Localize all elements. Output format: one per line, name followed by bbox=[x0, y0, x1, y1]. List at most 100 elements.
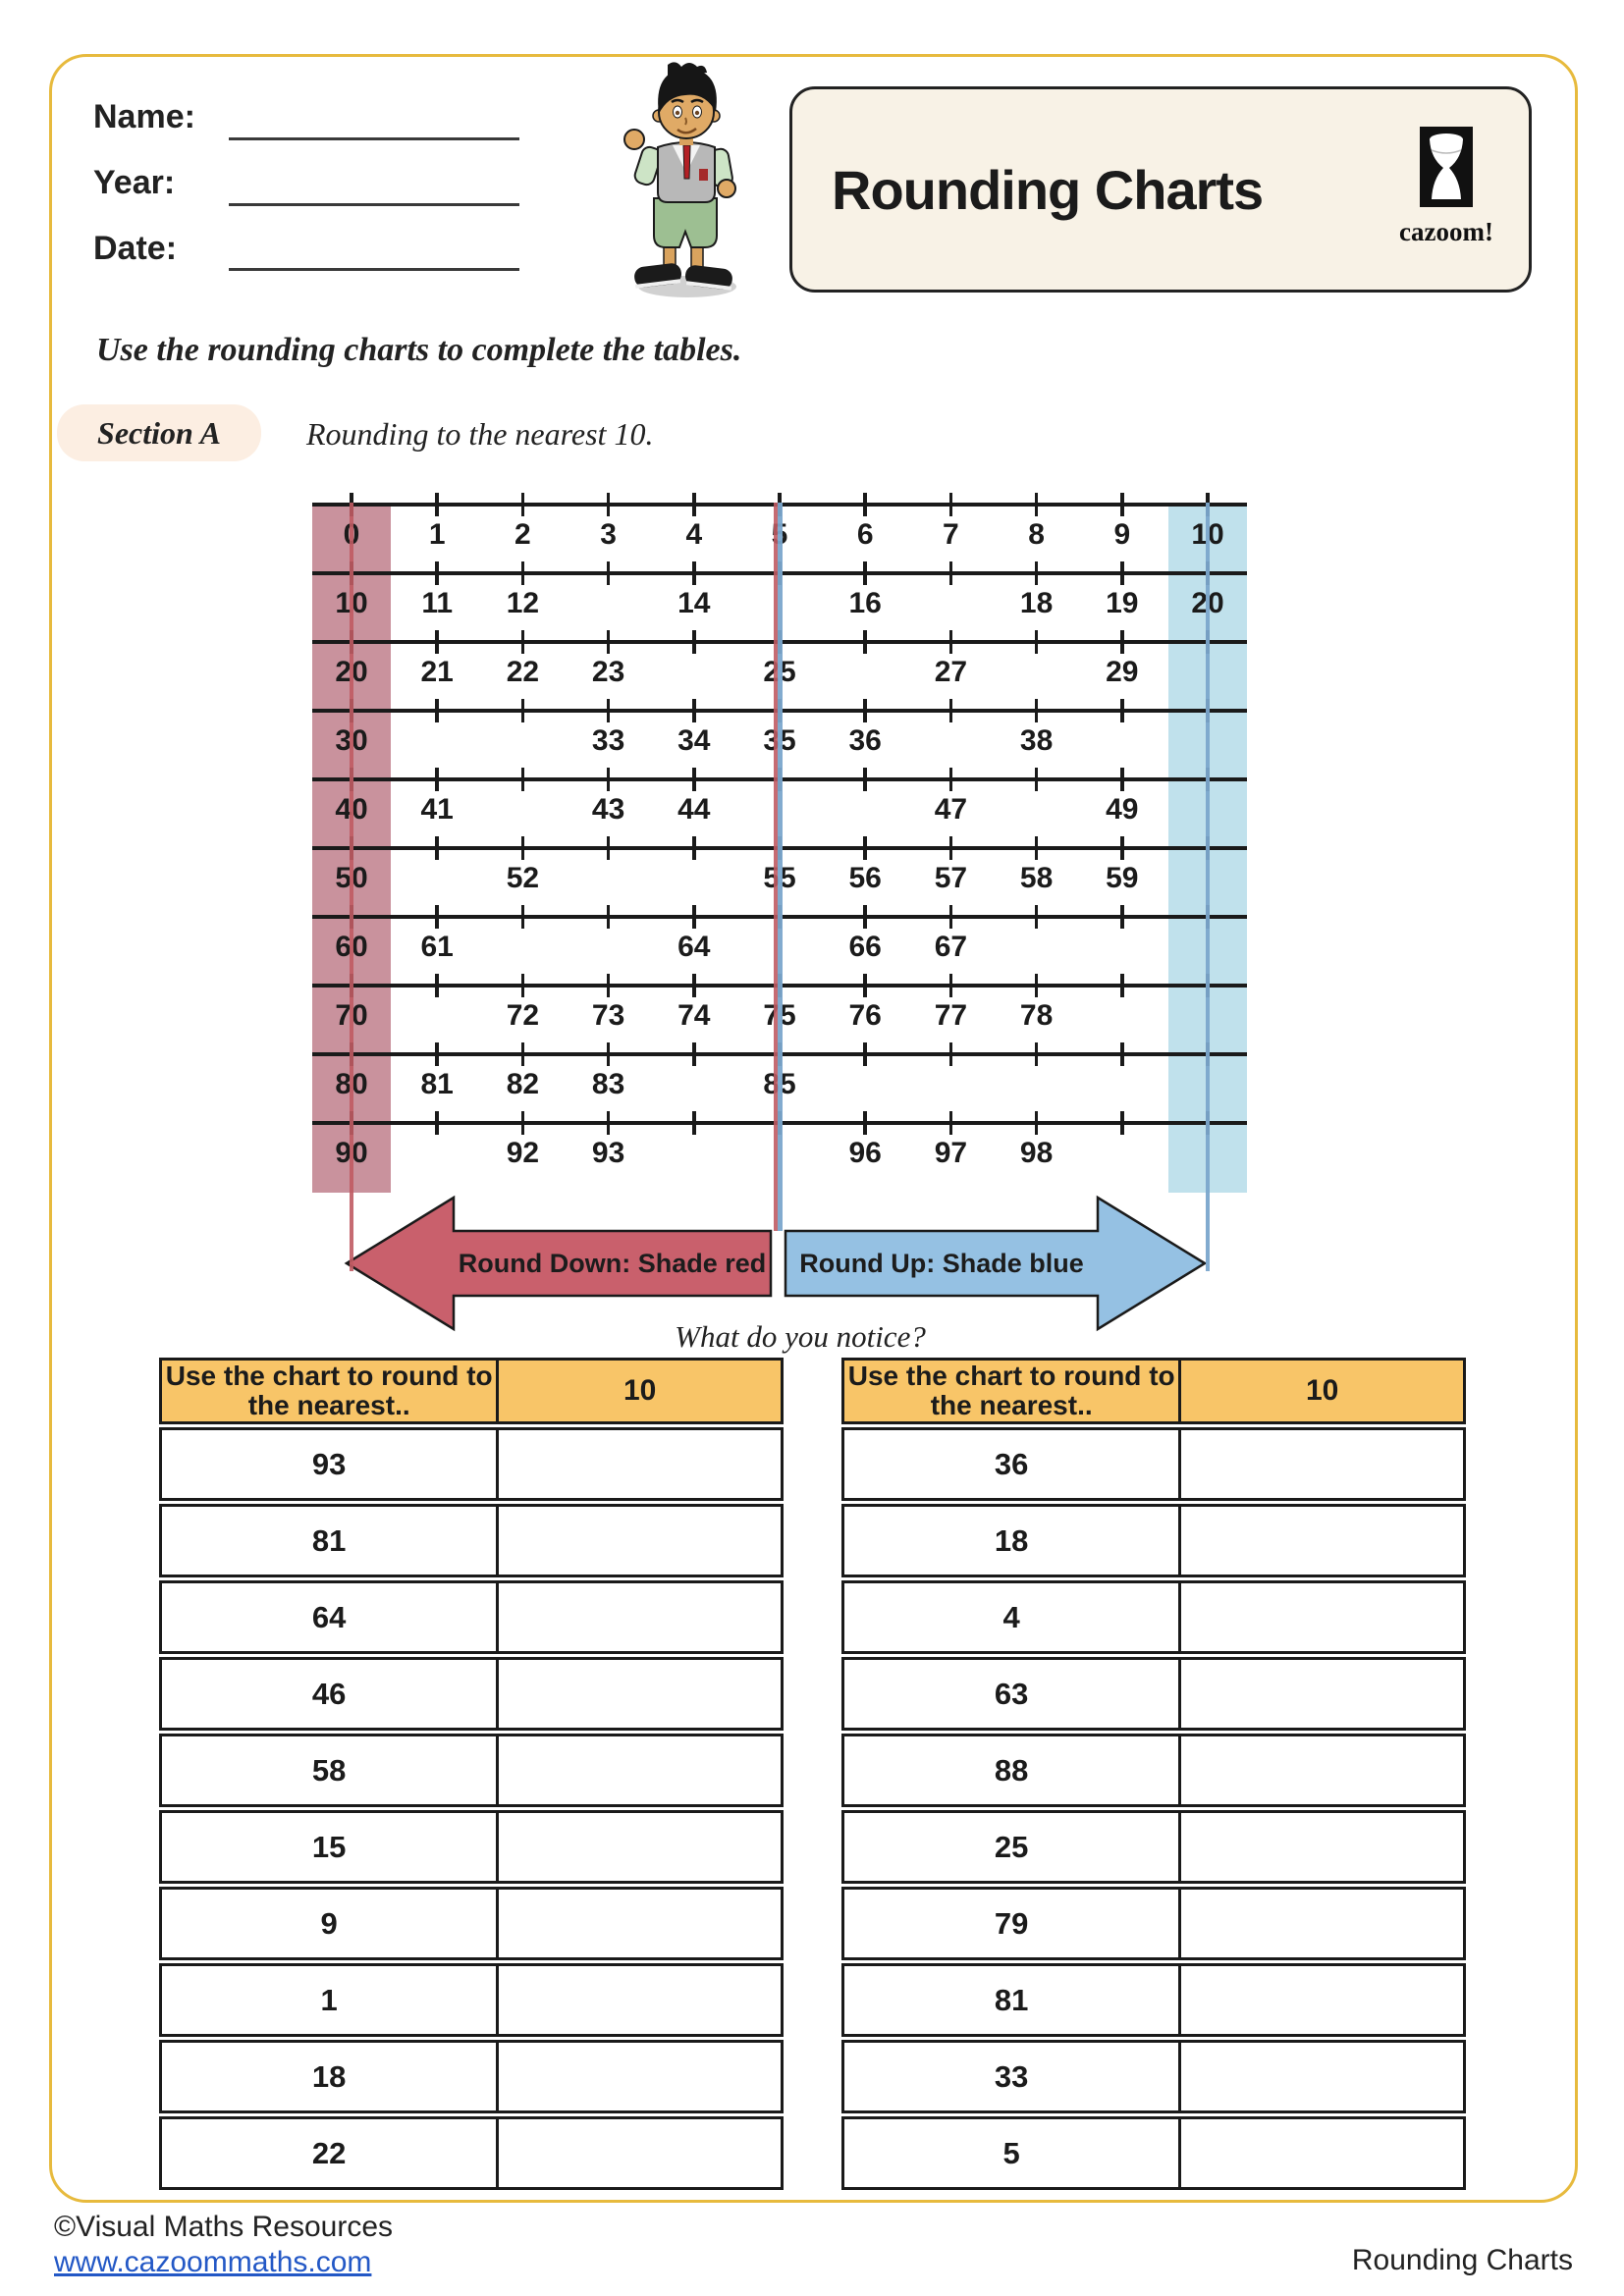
tick-mark bbox=[692, 905, 696, 929]
rounding-table: Use the chart to round to the nearest.. … bbox=[159, 1358, 784, 2193]
chart-number: 92 bbox=[506, 1137, 540, 1169]
chart-number: 1 bbox=[428, 518, 446, 551]
answer-cell[interactable] bbox=[1181, 1583, 1463, 1651]
answer-cell[interactable] bbox=[1181, 1890, 1463, 1957]
tick-mark bbox=[520, 561, 525, 585]
table-row: 46 bbox=[159, 1657, 784, 1731]
tick-mark bbox=[520, 1042, 525, 1066]
table-row: 81 bbox=[841, 1963, 1466, 2037]
tick-mark bbox=[948, 836, 953, 860]
answer-cell[interactable] bbox=[1181, 1966, 1463, 2034]
table-number: 22 bbox=[311, 2135, 347, 2170]
answer-cell[interactable] bbox=[1181, 1430, 1463, 1498]
year-input-line[interactable] bbox=[229, 203, 519, 206]
answer-cell[interactable] bbox=[499, 1813, 781, 1881]
answer-cell[interactable] bbox=[499, 1583, 781, 1651]
tick-mark bbox=[1034, 768, 1039, 791]
date-input-line[interactable] bbox=[229, 268, 519, 271]
table-number: 63 bbox=[994, 1676, 1029, 1711]
table-row: 22 bbox=[159, 2116, 784, 2190]
name-label: Name: bbox=[93, 98, 195, 135]
answer-cell[interactable] bbox=[499, 1430, 781, 1498]
answer-cell[interactable] bbox=[1181, 1507, 1463, 1575]
chart-number: 18 bbox=[1019, 587, 1054, 619]
chart-number: 38 bbox=[1019, 724, 1054, 757]
table-number: 33 bbox=[994, 2058, 1029, 2094]
answer-cell[interactable] bbox=[499, 2043, 781, 2110]
chart-number: 93 bbox=[591, 1137, 625, 1169]
answer-cell[interactable] bbox=[499, 1966, 781, 2034]
footer-doc-title: Rounding Charts bbox=[1351, 2244, 1573, 2276]
name-input-line[interactable] bbox=[229, 137, 519, 140]
chart-number: 57 bbox=[934, 862, 968, 894]
chart-number: 29 bbox=[1106, 656, 1139, 688]
tick-mark bbox=[520, 1111, 525, 1135]
tick-mark bbox=[692, 974, 696, 997]
table-row: 33 bbox=[841, 2040, 1466, 2113]
tick-mark bbox=[692, 1111, 696, 1135]
table-number-cell: 9 bbox=[162, 1890, 500, 1957]
table-number-cell: 18 bbox=[844, 1507, 1182, 1575]
table-number-cell: 4 bbox=[844, 1583, 1182, 1651]
chart-number: 33 bbox=[591, 724, 625, 757]
tick-mark bbox=[606, 905, 611, 929]
tick-mark bbox=[435, 836, 439, 860]
table-number-cell: 81 bbox=[162, 1507, 500, 1575]
tick-mark bbox=[948, 974, 953, 997]
tick-mark bbox=[948, 561, 953, 585]
table-header-question: Use the chart to round to the nearest.. bbox=[844, 1361, 1182, 1421]
tick-mark bbox=[435, 561, 439, 585]
answer-cell[interactable] bbox=[499, 1660, 781, 1728]
table-number: 81 bbox=[311, 1522, 347, 1558]
tick-mark bbox=[863, 974, 867, 997]
rounding-table: Use the chart to round to the nearest.. … bbox=[841, 1358, 1466, 2193]
round-down-label: Round Down: Shade red bbox=[458, 1249, 767, 1278]
tick-mark bbox=[435, 1111, 439, 1135]
table-row: 5 bbox=[841, 2116, 1466, 2190]
answer-cell[interactable] bbox=[499, 2119, 781, 2187]
chart-number: 76 bbox=[848, 999, 882, 1032]
tick-mark bbox=[1120, 699, 1124, 722]
footer-website-link[interactable]: www.cazoommaths.com bbox=[54, 2246, 372, 2278]
tick-mark bbox=[1120, 974, 1124, 997]
answer-cell[interactable] bbox=[1181, 1660, 1463, 1728]
tick-mark bbox=[948, 1042, 953, 1066]
chart-number: 98 bbox=[1019, 1137, 1054, 1169]
table-number-cell: 93 bbox=[162, 1430, 500, 1498]
table-row: 4 bbox=[841, 1580, 1466, 1654]
tick-mark bbox=[948, 905, 953, 929]
table-header-target: 10 bbox=[623, 1374, 657, 1407]
tick-mark bbox=[692, 699, 696, 722]
answer-cell[interactable] bbox=[499, 1507, 781, 1575]
table-row: 36 bbox=[841, 1427, 1466, 1501]
chart-number: 74 bbox=[677, 999, 711, 1032]
answer-cell[interactable] bbox=[499, 1736, 781, 1804]
table-row: 15 bbox=[159, 1810, 784, 1884]
chart-number: 67 bbox=[934, 931, 968, 963]
tick-mark bbox=[863, 493, 867, 516]
chart-number: 72 bbox=[506, 999, 540, 1032]
tick-mark bbox=[1120, 1111, 1124, 1135]
tick-mark bbox=[948, 630, 953, 654]
chart-number: 58 bbox=[1019, 862, 1054, 894]
answer-cell[interactable] bbox=[1181, 2043, 1463, 2110]
tick-mark bbox=[606, 561, 611, 585]
answer-cell[interactable] bbox=[1181, 2119, 1463, 2187]
chart-number: 19 bbox=[1106, 587, 1139, 619]
answer-cell[interactable] bbox=[499, 1890, 781, 1957]
tick-mark bbox=[520, 836, 525, 860]
tick-mark bbox=[1034, 836, 1039, 860]
cazoom-logo: cazoom! bbox=[1380, 127, 1513, 247]
tick-mark bbox=[1120, 493, 1124, 516]
chart-number: 96 bbox=[848, 1137, 882, 1169]
round-up-label: Round Up: Shade blue bbox=[799, 1249, 1084, 1278]
table-number-cell: 79 bbox=[844, 1890, 1182, 1957]
chart-number: 56 bbox=[848, 862, 882, 894]
answer-cell[interactable] bbox=[1181, 1813, 1463, 1881]
answer-cell[interactable] bbox=[1181, 1736, 1463, 1804]
chart-number: 22 bbox=[506, 656, 540, 688]
chart-number: 11 bbox=[421, 587, 454, 619]
chart-number: 77 bbox=[934, 999, 968, 1032]
logo-wordmark: cazoom! bbox=[1399, 217, 1493, 246]
tick-mark bbox=[606, 768, 611, 791]
